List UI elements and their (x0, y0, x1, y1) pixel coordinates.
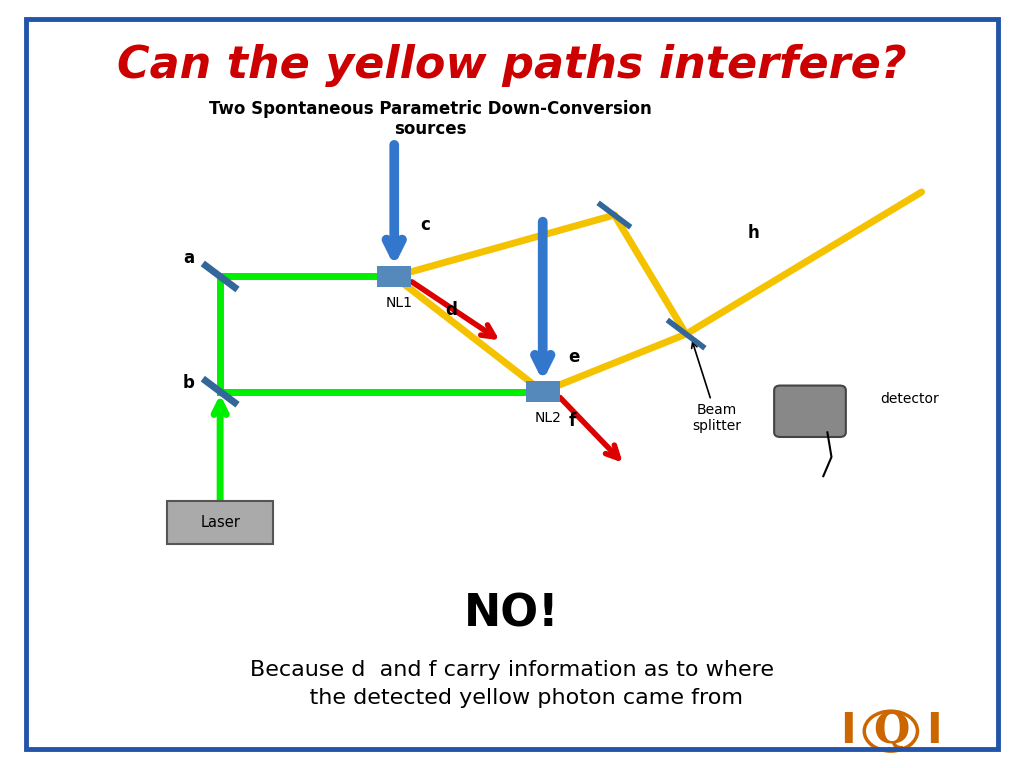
Text: b: b (182, 374, 195, 392)
Text: detector: detector (881, 392, 939, 406)
Text: e: e (568, 349, 580, 366)
Bar (377, 266, 411, 287)
Text: Beam
splitter: Beam splitter (691, 343, 741, 433)
Text: NL2: NL2 (535, 412, 561, 425)
Bar (167, 501, 273, 544)
Text: Two Spontaneous Parametric Down-Conversion
sources: Two Spontaneous Parametric Down-Conversi… (209, 100, 651, 138)
Text: Can the yellow paths interfere?: Can the yellow paths interfere? (117, 44, 907, 87)
Text: Q: Q (872, 710, 909, 752)
Text: Laser: Laser (201, 515, 240, 530)
Bar (526, 381, 560, 402)
Text: a: a (183, 249, 195, 266)
Text: f: f (568, 412, 575, 430)
Text: d: d (445, 301, 458, 319)
Text: I: I (926, 710, 942, 752)
Text: NL1: NL1 (386, 296, 413, 310)
Text: NO!: NO! (464, 593, 560, 636)
Text: Because d  and f carry information as to where
    the detected yellow photon ca: Because d and f carry information as to … (250, 660, 774, 707)
FancyBboxPatch shape (774, 386, 846, 437)
Text: h: h (748, 224, 759, 242)
Text: c: c (420, 217, 430, 234)
Text: I: I (840, 710, 856, 752)
